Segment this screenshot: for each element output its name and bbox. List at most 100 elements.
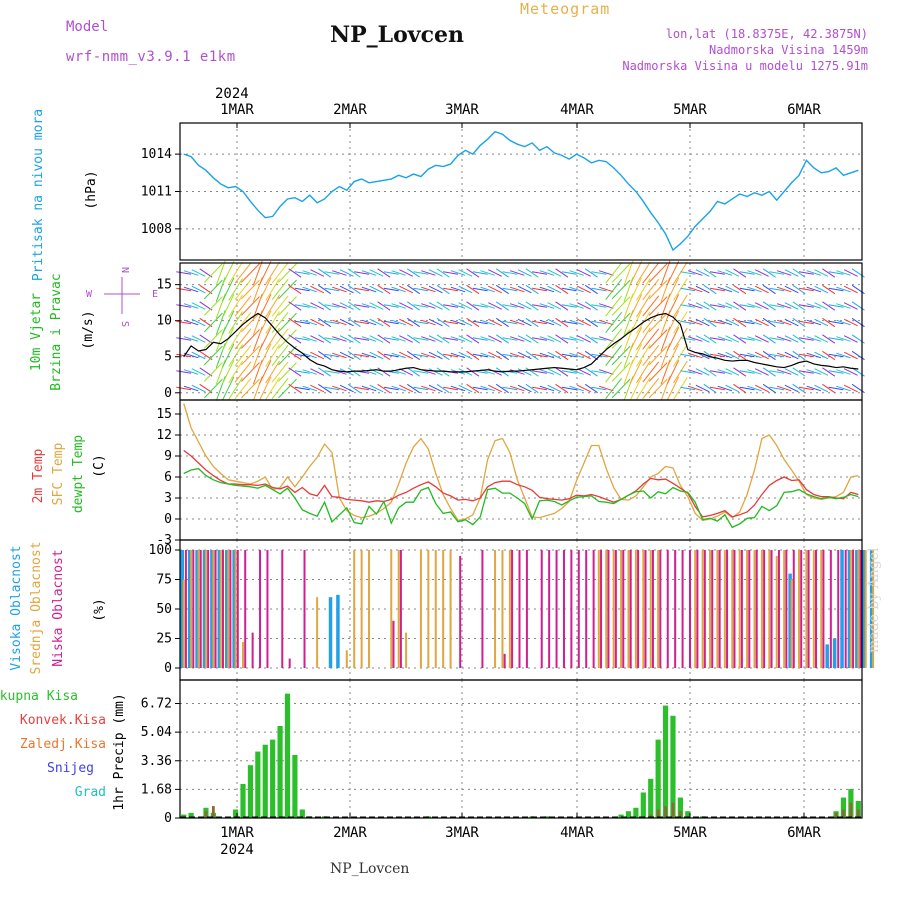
wind-arrow [495,350,509,361]
wind-arrow [271,278,289,301]
wind-arrow [472,271,488,275]
wind-arrow [828,271,844,275]
wind-arrow [666,376,680,401]
wind-arrow [555,268,569,278]
wind-arrow [265,344,280,367]
wind-arrow [733,317,747,328]
y-tick-label: 0 [164,661,172,676]
wind-arrow [623,260,634,286]
wind-arrow [294,304,310,308]
low-cloud-bar [748,550,751,668]
y-tick-label: 100 [149,543,172,558]
low-cloud-bar [221,550,224,668]
total-precip-bar [677,797,683,818]
y-tick-label: 9 [164,449,172,464]
wind-arrow [717,319,733,326]
wind-arrow [591,320,607,325]
wind-arrow [502,287,518,292]
wind-arrow [241,312,260,333]
mid-cloud-bar [872,550,875,668]
mid-cloud-bar [620,550,623,668]
wind-arrow [222,310,235,335]
wind-arrow [739,337,755,341]
wind-arrow [488,318,503,327]
low-cloud-bar [525,550,528,668]
wind-arrow [555,383,569,394]
mid-cloud-bar [753,550,756,668]
wind-arrow [318,350,332,361]
mid-cloud-bar [397,550,400,668]
wind-arrow [555,367,569,377]
wind-arrow [629,327,643,351]
wind-arrow [517,368,532,376]
wind-arrow [717,385,733,392]
wind-arrow [421,352,436,359]
wind-arrow [792,334,806,344]
wind-arrow [241,345,260,366]
wind-arrow [203,263,223,283]
wind-arrow [828,337,844,341]
high-cloud-bar [328,597,333,668]
wind-arrow [547,302,562,310]
y-tick-label: 75 [156,573,172,588]
wind-arrow [851,334,865,344]
wind-arrow [399,302,414,310]
wind-arrow [591,287,607,292]
wind-arrow [605,262,623,284]
wind-arrow [421,319,436,326]
low-cloud-bar [459,555,462,668]
wind-arrow [183,270,199,276]
wind-arrow [278,378,297,399]
low-cloud-bar [703,550,706,668]
bottom-date-label: 1MAR [220,825,254,841]
wind-arrow [577,302,591,310]
wind-arrow [532,304,548,308]
wind-arrow [480,270,495,276]
wind-arrow [828,370,844,374]
wind-arrow [611,345,631,366]
wind-arrow [495,383,509,394]
wind-arrow [828,320,844,325]
footer-station: NP_Lovcen [330,861,410,877]
wind-arrow [636,344,651,367]
wind-arrow [703,367,717,377]
y-tick-label: 0 [164,811,172,826]
wind-arrow [191,269,206,277]
wind-arrow [733,301,747,311]
wind-arrow [598,336,614,342]
low-cloud-bar [844,550,847,668]
wind-arrow [222,360,235,384]
wind-arrow [584,350,598,361]
wind-arrow [717,336,733,342]
mid-cloud-bar [657,550,660,668]
wind-arrow [450,270,466,276]
low-cloud-bar [518,550,521,668]
wind-arrow [611,378,631,399]
total-precip-bar [188,812,194,818]
high-cloud-bar [788,573,792,668]
wind-arrow [577,335,591,343]
axis-labels: Pritisak na nivou mora (hPa) 10m Vjetar Brz… [0,109,127,811]
wind-arrow [695,269,710,277]
wind-arrow [399,335,414,343]
wind-arrow [271,295,289,317]
wind-arrow [466,317,480,328]
wind-arrow [228,344,243,367]
wind-arrow [555,301,569,311]
wind-arrow [666,360,680,384]
wind-arrow [421,286,436,293]
wind-arrow [525,284,539,295]
wind-arrow [822,350,836,361]
wind-arrow [443,320,459,325]
wind-arrow [294,320,310,325]
wind-arrow [605,295,623,317]
wind-frame [179,262,863,401]
wind-arrow [466,301,480,311]
wind-arrow [228,294,243,318]
high-cloud-bar [336,594,340,668]
wind-arrow [354,304,370,308]
wind-arrow [278,263,297,283]
wind-arrow [806,385,822,392]
wind-arrow [525,367,539,377]
low-cloud-bar [822,550,825,668]
